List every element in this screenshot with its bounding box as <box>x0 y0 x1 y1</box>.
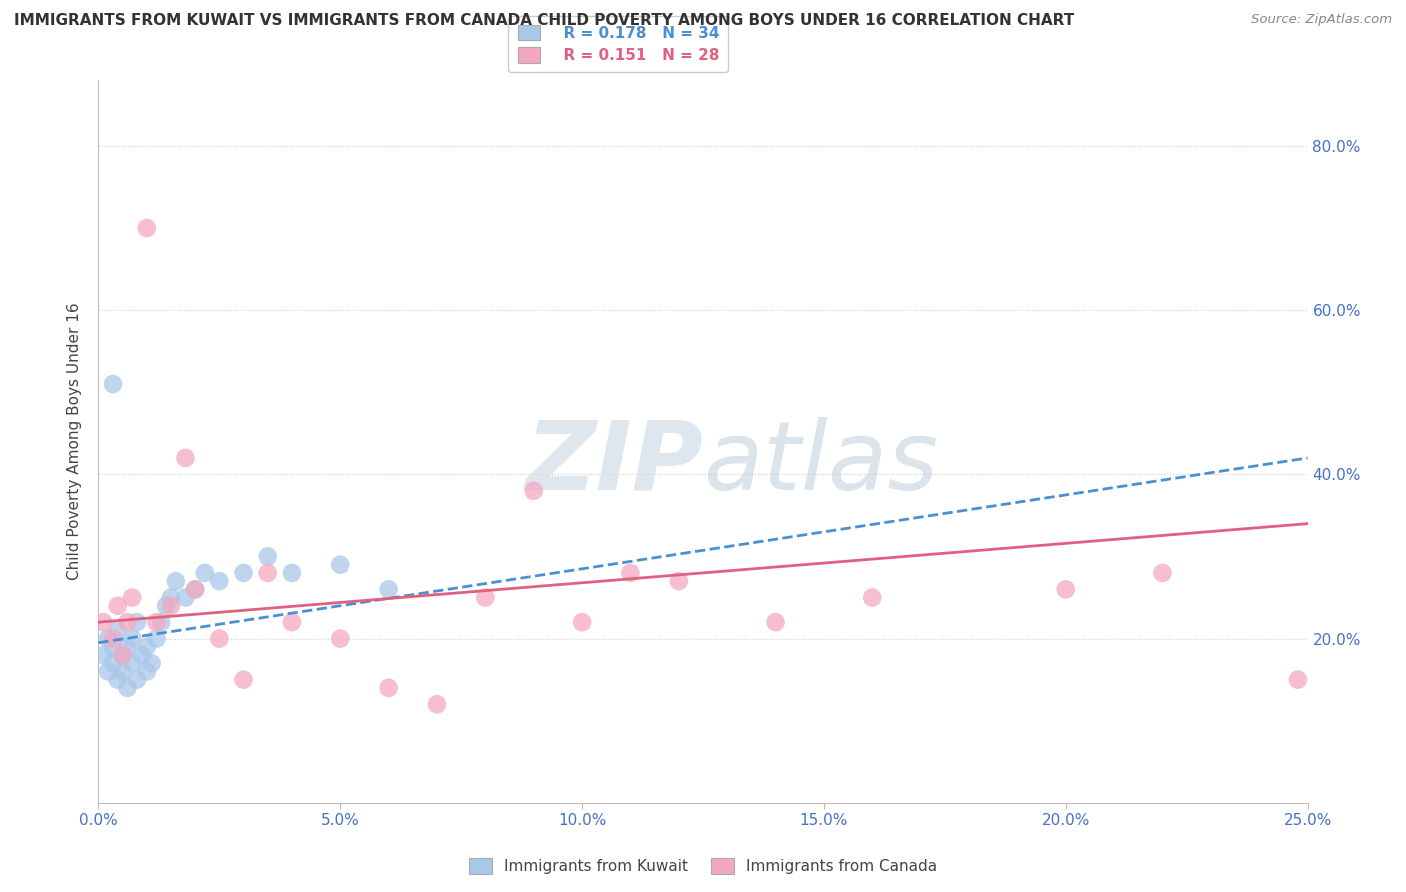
Point <box>160 599 183 613</box>
Point <box>174 450 197 465</box>
Point <box>256 566 278 580</box>
Point <box>281 566 304 580</box>
Point <box>1286 673 1309 687</box>
Point <box>117 615 139 630</box>
Text: ZIP: ZIP <box>524 417 703 509</box>
Point <box>232 673 254 687</box>
Point <box>281 615 304 630</box>
Point <box>256 549 278 564</box>
Point <box>111 665 134 679</box>
Point <box>150 615 173 630</box>
Point <box>121 632 143 646</box>
Point <box>860 591 883 605</box>
Point <box>571 615 593 630</box>
Point <box>208 574 231 588</box>
Point <box>174 591 197 605</box>
Y-axis label: Child Poverty Among Boys Under 16: Child Poverty Among Boys Under 16 <box>67 302 83 581</box>
Point <box>107 673 129 687</box>
Point <box>127 615 149 630</box>
Point <box>145 615 167 630</box>
Text: IMMIGRANTS FROM KUWAIT VS IMMIGRANTS FROM CANADA CHILD POVERTY AMONG BOYS UNDER : IMMIGRANTS FROM KUWAIT VS IMMIGRANTS FRO… <box>14 13 1074 29</box>
Text: atlas: atlas <box>703 417 938 509</box>
Point <box>135 221 157 235</box>
Point <box>160 591 183 605</box>
Point <box>121 591 143 605</box>
Point <box>131 648 153 662</box>
Point <box>107 624 129 638</box>
Point <box>127 673 149 687</box>
Point <box>101 377 124 392</box>
Point <box>184 582 207 597</box>
Point <box>377 582 399 597</box>
Point <box>121 657 143 671</box>
Point <box>155 599 177 613</box>
Point <box>329 632 352 646</box>
Point <box>1054 582 1077 597</box>
Point <box>111 648 134 662</box>
Point <box>474 591 496 605</box>
Point <box>101 640 124 654</box>
Point <box>377 681 399 695</box>
Point <box>426 698 449 712</box>
Point <box>329 558 352 572</box>
Point <box>141 657 163 671</box>
Point <box>101 632 124 646</box>
Point <box>184 582 207 597</box>
Legend: Immigrants from Kuwait, Immigrants from Canada: Immigrants from Kuwait, Immigrants from … <box>461 851 945 882</box>
Point <box>145 632 167 646</box>
Point <box>194 566 217 580</box>
Point <box>97 632 120 646</box>
Point <box>117 681 139 695</box>
Point <box>97 665 120 679</box>
Point <box>111 648 134 662</box>
Point <box>668 574 690 588</box>
Point <box>165 574 187 588</box>
Point <box>232 566 254 580</box>
Point <box>1152 566 1174 580</box>
Point <box>117 640 139 654</box>
Point <box>91 615 114 630</box>
Point <box>619 566 641 580</box>
Point <box>765 615 787 630</box>
Point <box>101 657 124 671</box>
Text: Source: ZipAtlas.com: Source: ZipAtlas.com <box>1251 13 1392 27</box>
Point <box>107 599 129 613</box>
Point <box>135 665 157 679</box>
Point <box>135 640 157 654</box>
Point <box>208 632 231 646</box>
Point <box>91 648 114 662</box>
Point <box>523 483 546 498</box>
